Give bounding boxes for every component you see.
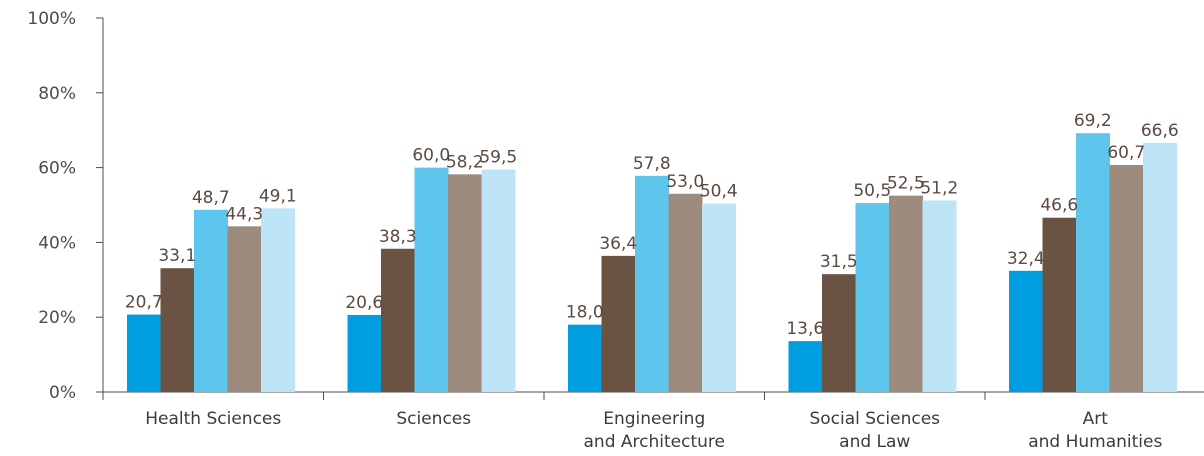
- data-label: 18,0: [566, 303, 604, 323]
- x-category-label: and Humanities: [1028, 432, 1162, 452]
- data-label: 13,6: [786, 319, 824, 339]
- bar: [702, 203, 736, 392]
- bar: [889, 195, 923, 392]
- data-label: 59,5: [479, 147, 517, 167]
- bar: [481, 169, 516, 392]
- y-tick-label: 0%: [49, 383, 76, 403]
- y-tick-label: 100%: [27, 9, 76, 29]
- bar: [194, 209, 228, 392]
- bar: [855, 203, 890, 392]
- data-label: 38,3: [379, 227, 417, 247]
- data-label: 20,6: [345, 293, 383, 313]
- x-category-label: Engineering: [603, 409, 705, 429]
- bar: [448, 174, 482, 392]
- data-label: 58,2: [446, 152, 484, 172]
- data-label: 33,1: [158, 246, 196, 266]
- bar: [1009, 270, 1043, 392]
- y-tick-label: 60%: [38, 159, 76, 179]
- bar: [261, 208, 295, 392]
- data-label: 51,2: [920, 179, 958, 199]
- bar: [1042, 217, 1077, 392]
- bar: [381, 248, 415, 392]
- data-label: 50,4: [700, 182, 738, 202]
- x-category-label: and Law: [839, 432, 910, 452]
- y-tick-label: 80%: [38, 84, 76, 104]
- y-tick-label: 40%: [38, 233, 76, 253]
- data-label: 44,3: [225, 204, 263, 224]
- data-label: 49,1: [259, 186, 297, 206]
- x-category-label: Social Sciences: [809, 409, 940, 429]
- bar: [1076, 133, 1110, 392]
- data-label: 46,6: [1040, 196, 1078, 216]
- data-label: 50,5: [853, 181, 891, 201]
- data-label: 20,7: [125, 293, 163, 313]
- bar: [668, 193, 703, 392]
- bar: [160, 268, 195, 392]
- x-category-label: Art: [1083, 409, 1109, 429]
- data-label: 60,7: [1107, 143, 1145, 163]
- bar: [922, 200, 957, 392]
- data-label: 66,6: [1141, 121, 1179, 141]
- x-category-label: Health Sciences: [145, 409, 281, 429]
- bar: [822, 274, 856, 392]
- bar: [1109, 164, 1144, 392]
- bars: [127, 133, 1177, 392]
- bar: [347, 314, 382, 392]
- bar: [1143, 142, 1177, 392]
- bar: [788, 341, 823, 392]
- data-label: 36,4: [599, 234, 637, 254]
- bar: [568, 324, 602, 392]
- data-labels: 20,7 20,6 18,0 13,6 32,4 33,1 38,3 36,4 31,5 46,6…: [125, 111, 1179, 339]
- data-label: 31,5: [820, 252, 858, 272]
- data-label: 48,7: [192, 188, 230, 208]
- data-label: 53,0: [666, 172, 704, 192]
- y-tick-label: 20%: [38, 308, 76, 328]
- x-category-label: Sciences: [396, 409, 471, 429]
- bar: [127, 314, 161, 392]
- bar: [635, 175, 669, 392]
- bar: [414, 167, 449, 392]
- data-label: 69,2: [1074, 111, 1112, 131]
- x-category-label: and Architecture: [584, 432, 725, 452]
- axes: 0% 20% 40% 60% 80% 100% Health Sciences Science…: [27, 9, 1204, 452]
- data-label: 60,0: [412, 146, 450, 166]
- data-label: 57,8: [633, 154, 671, 174]
- bar: [601, 255, 636, 392]
- data-label: 52,5: [887, 174, 925, 194]
- bar: [227, 226, 262, 392]
- data-label: 32,4: [1007, 249, 1045, 269]
